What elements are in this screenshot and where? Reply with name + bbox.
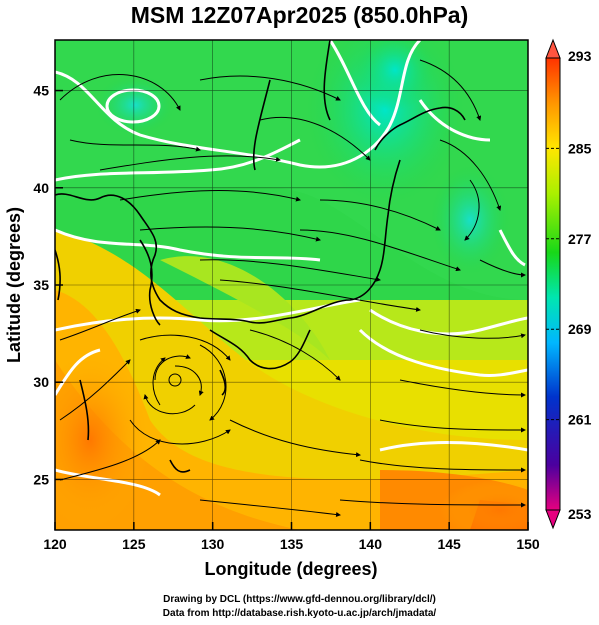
x-tick-label: 140 [359, 536, 383, 552]
x-tick-label: 135 [280, 536, 304, 552]
x-tick-label: 125 [122, 536, 146, 552]
y-tick-label: 40 [33, 180, 49, 196]
y-tick-label: 45 [33, 83, 49, 99]
y-tick-label: 30 [33, 374, 49, 390]
wind-streamlines [59, 59, 526, 517]
credit-data: Data from http://database.rish.kyoto-u.a… [162, 608, 437, 619]
y-axis-ticks: 25 30 35 40 45 [33, 83, 63, 487]
coastlines [55, 40, 466, 473]
colorbar-lower-arrow [545, 509, 561, 530]
x-tick-label: 150 [516, 536, 540, 552]
x-tick-label: 145 [437, 536, 461, 552]
x-tick-label: 120 [43, 536, 67, 552]
colorbar-tick-label: 269 [568, 321, 592, 337]
lat-lon-grid [55, 40, 528, 530]
x-axis-label: Longitude (degrees) [204, 559, 377, 579]
y-tick-label: 25 [33, 471, 49, 487]
colorbar-tick-label: 261 [568, 412, 592, 428]
x-axis-ticks: 120 125 130 135 140 145 150 [43, 522, 540, 552]
y-tick-label: 35 [33, 277, 49, 293]
colorbar-tick-label: 285 [568, 140, 592, 156]
colorbar: 293 285 277 269 261 253 [545, 38, 592, 530]
x-tick-label: 130 [201, 536, 225, 552]
isotherm-contours [55, 40, 528, 497]
colorbar-tick-label: 253 [568, 506, 592, 522]
colorbar-tick-label: 277 [568, 231, 592, 247]
y-axis-label: Latitude (degrees) [4, 207, 24, 363]
temperature-field [55, 40, 528, 530]
colorbar-upper-arrow [545, 38, 561, 59]
credit-drawing: Drawing by DCL (https://www.gfd-dennou.o… [163, 594, 436, 605]
chart-title: MSM 12Z07Apr2025 (850.0hPa) [130, 2, 469, 28]
colorbar-tick-label: 293 [568, 48, 592, 64]
